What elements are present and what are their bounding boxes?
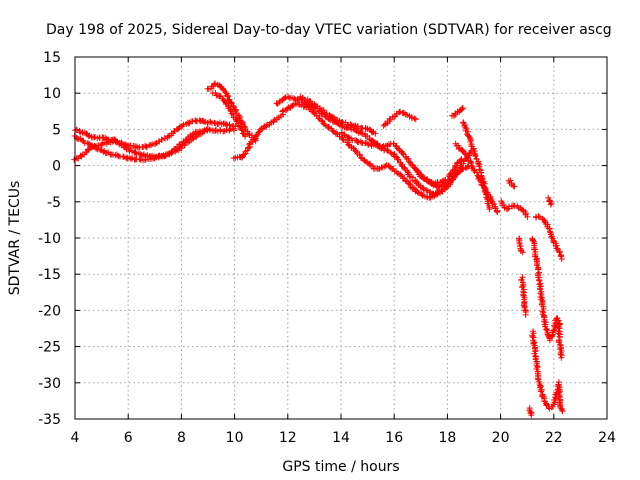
y-tick-label: -15: [38, 267, 61, 283]
y-tick-label: -25: [38, 340, 61, 356]
x-tick-label: 16: [385, 430, 403, 446]
series-arc22: [526, 405, 534, 418]
x-tick-label: 14: [332, 430, 350, 446]
series-arc17: [506, 177, 518, 189]
series-arc11: [381, 109, 419, 129]
series-arc14: [453, 141, 501, 215]
x-tick-label: 20: [492, 430, 510, 446]
x-tick-label: 8: [177, 430, 186, 446]
y-axis-label: SDTVAR / TECUs: [7, 181, 23, 296]
y-tick-label: -5: [47, 195, 61, 211]
data-point: [558, 351, 564, 357]
data-point: [208, 119, 214, 125]
series-arc18: [516, 236, 526, 256]
data-point: [543, 327, 549, 333]
data-point: [206, 119, 212, 125]
data-point: [529, 334, 535, 340]
x-tick-label: 4: [71, 430, 80, 446]
data-point: [523, 312, 529, 318]
data-point: [460, 119, 466, 125]
series-arc9: [297, 94, 378, 137]
x-tick-label: 10: [226, 430, 244, 446]
y-tick-label: -20: [38, 303, 61, 319]
y-tick-label: -30: [38, 376, 61, 392]
y-tick-label: 0: [52, 159, 61, 175]
chart: Day 198 of 2025, Sidereal Day-to-day VTE…: [0, 0, 640, 480]
y-tick-label: 10: [43, 86, 61, 102]
x-tick-label: 12: [279, 430, 297, 446]
series-arc24: [545, 195, 554, 208]
data-point: [559, 256, 565, 262]
y-tick-label: 5: [52, 122, 61, 138]
data-points: [71, 80, 565, 418]
grid-lines: [75, 57, 607, 419]
data-point: [382, 122, 388, 128]
data-point: [411, 185, 417, 191]
x-axis-label: GPS time / hours: [282, 459, 399, 475]
data-point: [245, 144, 251, 150]
data-point: [413, 178, 419, 184]
x-tick-label: 18: [438, 430, 456, 446]
data-point: [548, 202, 554, 208]
x-tick-label: 6: [124, 430, 133, 446]
data-point: [186, 120, 192, 126]
x-tick-label: 22: [545, 430, 563, 446]
y-tick-label: -35: [38, 412, 61, 428]
y-tick-label: -10: [38, 231, 61, 247]
y-tick-label: 15: [43, 50, 61, 66]
chart-title: Day 198 of 2025, Sidereal Day-to-day VTE…: [46, 22, 612, 38]
x-tick-label: 24: [598, 430, 616, 446]
series-arc13: [449, 105, 466, 119]
series-arc3: [72, 126, 211, 164]
series-arc19: [518, 274, 529, 318]
